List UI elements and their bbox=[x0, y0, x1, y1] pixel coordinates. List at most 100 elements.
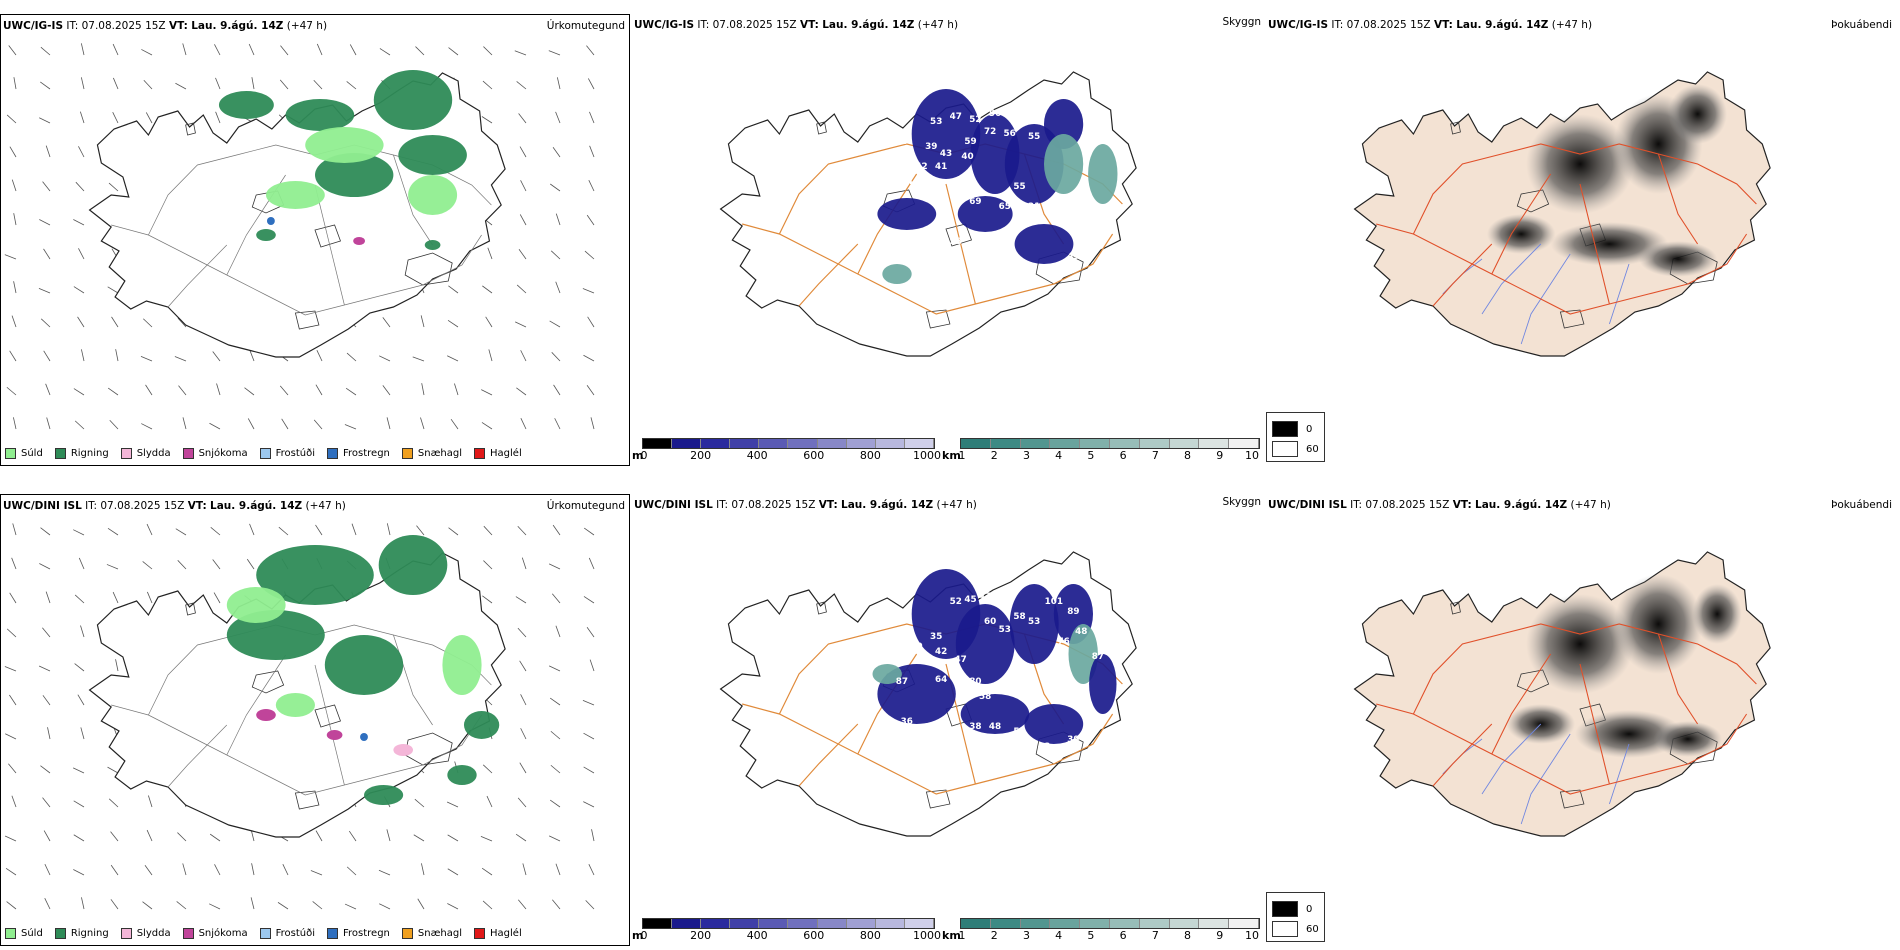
wind-barb bbox=[247, 418, 255, 430]
cloud-base-label: 52 bbox=[969, 115, 981, 125]
wind-barb bbox=[549, 320, 561, 328]
wind-barb bbox=[277, 902, 289, 910]
cloud-base-label: 45 bbox=[964, 595, 976, 605]
wind-barb bbox=[6, 114, 17, 124]
glacier-outline bbox=[925, 789, 951, 809]
wind-barb bbox=[310, 870, 323, 876]
legend-item: Slydda bbox=[120, 928, 171, 939]
road-line bbox=[1579, 663, 1610, 785]
colorbar-tick-label: 1000 bbox=[913, 929, 941, 942]
wind-barb bbox=[519, 762, 527, 774]
legend-label: Rigning bbox=[70, 448, 109, 459]
wind-barb bbox=[589, 659, 595, 672]
freezing-rain-area bbox=[360, 733, 368, 741]
wind-barb bbox=[379, 903, 391, 910]
wind-barb bbox=[12, 523, 17, 536]
wind-barb bbox=[313, 419, 323, 430]
colorbar-boxes bbox=[960, 438, 1260, 449]
road-line bbox=[1491, 653, 1552, 755]
wind-barb bbox=[38, 287, 51, 294]
wind-barb bbox=[110, 899, 119, 910]
wind-barb bbox=[213, 592, 221, 604]
colorbar-box bbox=[1229, 919, 1259, 928]
wind-barb bbox=[244, 387, 255, 396]
legend-swatch bbox=[54, 928, 66, 939]
colorbar-tick-label: 10 bbox=[1245, 929, 1259, 942]
glacier-outline bbox=[314, 704, 341, 728]
wind-barb bbox=[115, 659, 119, 672]
cloud-base-label: 72 bbox=[984, 127, 996, 137]
cloud-base-label: 53 bbox=[999, 625, 1011, 635]
colorbar-box bbox=[1080, 919, 1110, 928]
cloud-base-label: 45 bbox=[959, 692, 971, 702]
road-line bbox=[798, 243, 859, 307]
river-line bbox=[1608, 263, 1630, 325]
wind-barb bbox=[486, 795, 493, 808]
wind-barb bbox=[488, 349, 493, 362]
wind-barb bbox=[107, 286, 119, 294]
wind-barb bbox=[142, 901, 153, 910]
wind-barb bbox=[279, 79, 289, 90]
legend-item: Snjókoma bbox=[182, 448, 248, 459]
wind-barb bbox=[73, 529, 85, 536]
glacier-outline bbox=[314, 224, 341, 248]
cloud-base-label: 87 bbox=[896, 677, 908, 687]
wind-barb bbox=[11, 795, 17, 808]
wind-barb bbox=[280, 45, 289, 56]
wind-barb bbox=[108, 798, 119, 808]
precip-map bbox=[4, 43, 595, 430]
drizzle-area bbox=[275, 693, 315, 717]
wind-barb bbox=[517, 899, 527, 910]
wind-barb bbox=[556, 77, 561, 90]
wind-barb bbox=[81, 897, 85, 910]
wind-barb bbox=[73, 388, 85, 396]
legend-label: Snæhagl bbox=[417, 928, 463, 939]
wind-barb bbox=[45, 383, 51, 396]
wind-barb bbox=[588, 863, 595, 876]
wind-barb bbox=[454, 383, 459, 396]
river-line bbox=[1481, 243, 1542, 315]
colorbar-box bbox=[643, 919, 673, 928]
fog-indicator-area bbox=[1526, 594, 1634, 694]
wind-barb bbox=[482, 900, 493, 910]
colorbar-box bbox=[961, 919, 991, 928]
cloud-base-label: 40 bbox=[961, 152, 973, 162]
map-frame bbox=[88, 70, 506, 358]
legend-label: Slydda bbox=[136, 448, 171, 459]
wind-barb bbox=[316, 43, 323, 56]
wind-barb bbox=[250, 897, 255, 910]
wind-barb bbox=[551, 593, 561, 604]
wind-barb bbox=[215, 77, 221, 90]
fog-map bbox=[1353, 71, 1771, 357]
wind-barb bbox=[8, 763, 17, 774]
rain-area bbox=[256, 229, 276, 241]
cloud-base-colorbar-km: km 1 2 3 4 5 6 7 8 9 10 bbox=[942, 918, 1262, 942]
legend-swatch bbox=[401, 448, 413, 459]
cloud-high bbox=[1044, 134, 1084, 194]
legend-item: Frostregn bbox=[327, 448, 390, 459]
panel-header: UWC/DINI ISL IT: 07.08.2025 15Z VT: Lau.… bbox=[3, 500, 346, 512]
cloud-high bbox=[1088, 144, 1118, 204]
colorbar-box bbox=[1199, 919, 1230, 928]
wind-barb bbox=[586, 45, 595, 56]
colorbar-unit: km bbox=[942, 449, 961, 462]
colorbar-tick-label: 9 bbox=[1216, 929, 1224, 942]
colorbar-tick-label: 600 bbox=[803, 449, 825, 462]
cloud-base-label: 58 bbox=[979, 692, 991, 702]
legend-label: Haglél bbox=[490, 928, 522, 939]
colorbar-box bbox=[1020, 439, 1051, 448]
wind-barb bbox=[182, 863, 187, 876]
wind-barb bbox=[315, 384, 323, 396]
wind-barb bbox=[209, 422, 221, 430]
cloud-base-label: 89 bbox=[1067, 607, 1079, 617]
wind-barb bbox=[583, 766, 595, 774]
wind-barb bbox=[11, 315, 17, 328]
wind-barb bbox=[177, 560, 187, 570]
road-line bbox=[1432, 243, 1493, 307]
wind-barb bbox=[548, 665, 561, 672]
glacier-outline bbox=[1559, 789, 1585, 809]
cloud-base-label: 65 bbox=[896, 137, 908, 147]
wind-barb bbox=[520, 728, 527, 740]
legend-label: Snæhagl bbox=[417, 448, 463, 459]
wind-barb bbox=[351, 523, 357, 536]
